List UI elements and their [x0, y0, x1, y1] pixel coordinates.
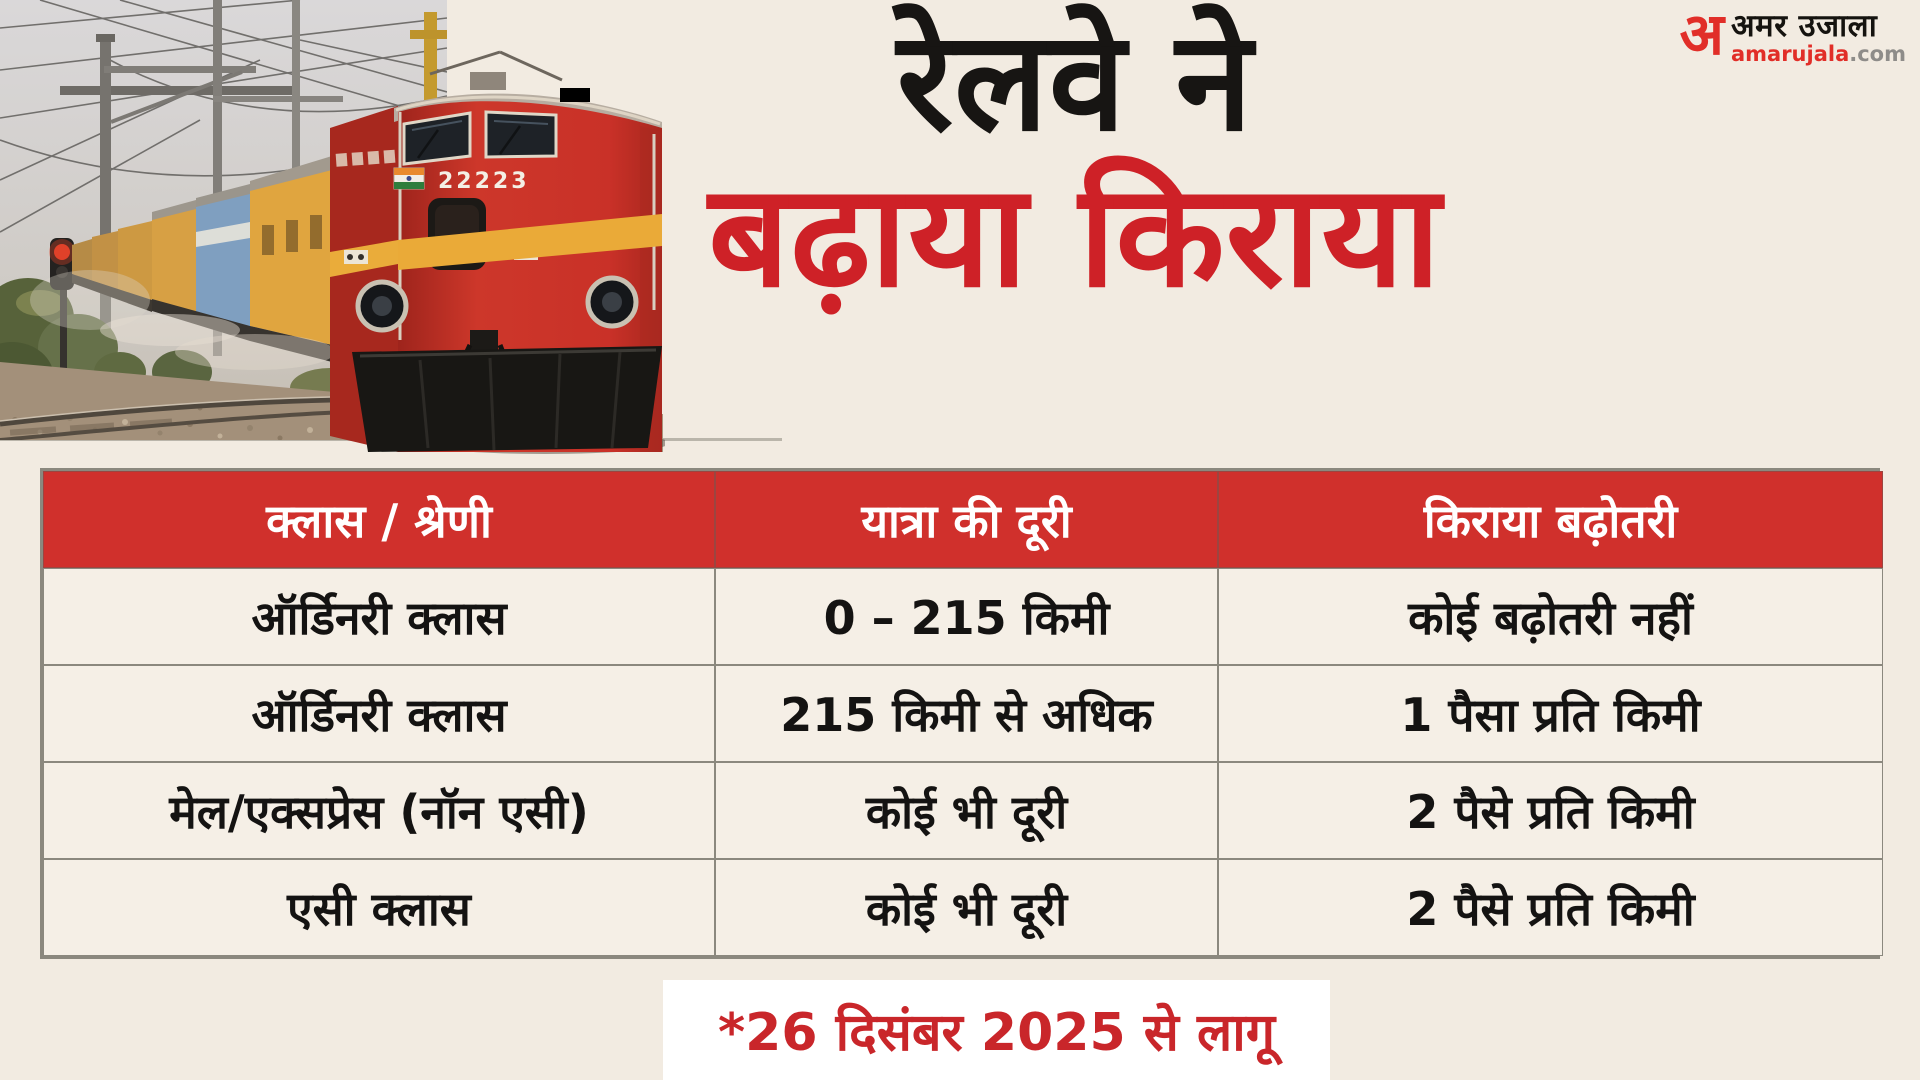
effective-date-text: *26 दिसंबर 2025 से लागू [717, 1002, 1276, 1063]
table-cell: 2 पैसे प्रति किमी [1218, 762, 1883, 859]
locomotive: 22223 [330, 50, 670, 454]
loco-number: 22223 [438, 169, 530, 194]
table-cell: कोई बढ़ोतरी नहीं [1218, 568, 1883, 665]
table-cell: कोई भी दूरी [715, 859, 1218, 956]
table-cell: मेल/एक्सप्रेस (नॉन एसी) [43, 762, 715, 859]
train-photo-illustration: 22223 [0, 0, 670, 454]
logo-site-name: amarujala [1730, 41, 1850, 66]
table-header-distance: यात्रा की दूरी [715, 471, 1218, 568]
logo-mark-icon: अ [1679, 0, 1724, 68]
table-header-class: क्लास / श्रेणी [43, 471, 715, 568]
passenger-coaches [72, 156, 332, 362]
table-cell: 215 किमी से अधिक [715, 665, 1218, 762]
logo-text-stack: अमर उजाला amarujala.com [1731, 10, 1906, 66]
truss-beam [60, 86, 300, 95]
dust-haze [30, 270, 150, 330]
dust-haze [100, 314, 240, 346]
effective-date-note: *26 दिसंबर 2025 से लागू [663, 980, 1330, 1080]
table-cell: एसी क्लास [43, 859, 715, 956]
india-flag [393, 167, 425, 190]
rails [0, 396, 346, 440]
headline: रेलवे ने बढ़ाया किराया [600, 6, 1550, 311]
logo-site: amarujala.com [1730, 41, 1906, 66]
fare-table: क्लास / श्रेणी यात्रा की दूरी किराया बढ़… [40, 468, 1883, 959]
amar-ujala-logo: अ अमर उजाला amarujala.com [1679, 0, 1906, 68]
side-vents [335, 149, 396, 167]
table-cell: ऑर्डिनरी क्लास [43, 568, 715, 665]
dust-haze [175, 334, 335, 370]
train-photo: 22223 [0, 0, 670, 460]
headline-line2: बढ़ाया किराया [708, 153, 1442, 319]
headline-line1: रेलवे ने [896, 1, 1254, 162]
table-header-fare-hike: किराया बढ़ोतरी [1218, 471, 1883, 568]
table-cell: ऑर्डिनरी क्लास [43, 665, 715, 762]
table-cell: 2 पैसे प्रति किमी [1218, 859, 1883, 956]
table-cell: कोई भी दूरी [715, 762, 1218, 859]
logo-site-tld: .com [1849, 41, 1906, 66]
signal-post [49, 238, 75, 420]
table-cell: 1 पैसा प्रति किमी [1218, 665, 1883, 762]
table-cell: 0 – 215 किमी [715, 568, 1218, 665]
logo-name: अमर उजाला [1730, 8, 1878, 44]
